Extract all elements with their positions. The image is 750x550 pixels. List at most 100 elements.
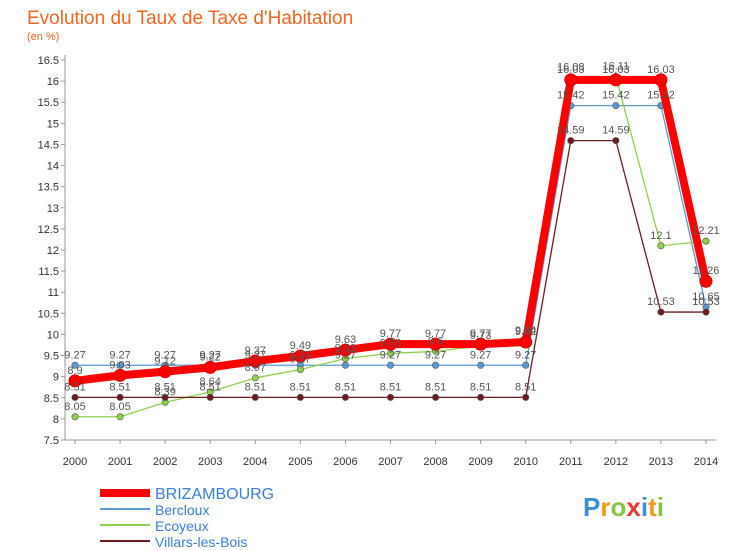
legend-label: BRIZAMBOURG bbox=[155, 486, 274, 503]
series-point-1 bbox=[612, 102, 620, 110]
data-label: 8.51 bbox=[290, 381, 311, 393]
data-label: 8.51 bbox=[109, 381, 130, 393]
brand-letter: i bbox=[641, 492, 648, 522]
data-label: 8.51 bbox=[64, 381, 85, 393]
data-label: 9.77 bbox=[380, 328, 401, 340]
series-point-3 bbox=[116, 393, 124, 401]
x-tick-label: 2003 bbox=[198, 456, 222, 468]
series-point-3 bbox=[477, 393, 485, 401]
series-point-0 bbox=[564, 73, 578, 87]
series-point-1 bbox=[341, 361, 349, 369]
data-label: 9.27 bbox=[515, 349, 536, 361]
y-tick-label: 8 bbox=[53, 414, 59, 426]
y-tick-label: 16.5 bbox=[38, 55, 59, 67]
series-line-1 bbox=[75, 104, 707, 366]
data-label: 15.42 bbox=[647, 90, 675, 102]
y-tick-label: 11 bbox=[48, 287, 59, 299]
data-label: 16.03 bbox=[647, 64, 675, 76]
y-tick-label: 8.5 bbox=[44, 393, 59, 405]
data-label: 9.77 bbox=[470, 328, 491, 340]
data-label: 9.27 bbox=[109, 349, 130, 361]
data-label: 9.43 bbox=[335, 343, 356, 355]
series-point-3 bbox=[341, 393, 349, 401]
x-tick-label: 2010 bbox=[513, 456, 537, 468]
data-label: 9.27 bbox=[380, 349, 401, 361]
data-label: 9.73 bbox=[470, 330, 491, 342]
data-label: 8.51 bbox=[380, 381, 401, 393]
series-point-2 bbox=[296, 365, 304, 373]
data-label: 8.39 bbox=[154, 386, 175, 398]
x-tick-label: 2004 bbox=[243, 456, 267, 468]
legend: BRIZAMBOURGBerclouxEcoyeuxVillars-les-Bo… bbox=[100, 486, 274, 550]
y-tick-label: 14.5 bbox=[38, 139, 59, 151]
series-point-2 bbox=[657, 242, 665, 250]
data-label: 9.6 bbox=[428, 335, 443, 347]
data-label: 15.42 bbox=[557, 90, 585, 102]
series-point-1 bbox=[71, 361, 79, 369]
series-point-0 bbox=[474, 337, 488, 351]
x-tick-label: 2002 bbox=[153, 456, 177, 468]
brand-letter: r bbox=[600, 492, 610, 522]
x-tick-label: 2008 bbox=[423, 456, 447, 468]
data-label: 12.21 bbox=[692, 225, 720, 237]
data-label: 12.1 bbox=[650, 230, 671, 242]
y-tick-label: 13.5 bbox=[38, 182, 59, 194]
series-point-3 bbox=[206, 393, 214, 401]
y-tick-label: 12 bbox=[47, 245, 59, 257]
x-tick-label: 2014 bbox=[694, 456, 718, 468]
series-point-0 bbox=[609, 73, 623, 87]
data-label: 10.53 bbox=[692, 296, 720, 308]
x-tick-label: 2011 bbox=[559, 456, 583, 468]
x-tick-label: 2001 bbox=[108, 456, 132, 468]
series-point-1 bbox=[386, 361, 394, 369]
series-point-1 bbox=[432, 361, 440, 369]
series-point-2 bbox=[116, 413, 124, 421]
series-point-3 bbox=[567, 137, 575, 145]
data-label: 9.49 bbox=[290, 340, 311, 352]
chart-subtitle: (en %) bbox=[27, 31, 59, 43]
series-point-3 bbox=[612, 137, 620, 145]
data-label: 9.27 bbox=[470, 349, 491, 361]
data-label: 8.51 bbox=[200, 381, 221, 393]
data-label: 9.55 bbox=[380, 337, 401, 349]
y-tick-label: 7.5 bbox=[44, 435, 59, 447]
data-label: 11.26 bbox=[693, 265, 720, 277]
data-label: 9.27 bbox=[425, 349, 446, 361]
series-point-0 bbox=[68, 374, 82, 388]
series-point-3 bbox=[522, 393, 530, 401]
x-tick-label: 2000 bbox=[63, 456, 87, 468]
data-label: 9.27 bbox=[64, 349, 85, 361]
brand-letter: x bbox=[626, 492, 641, 522]
data-label: 16.03 bbox=[602, 64, 630, 76]
series-point-0 bbox=[113, 368, 127, 382]
chart-title: Evolution du Taux de Taxe d'Habitation bbox=[27, 8, 353, 29]
data-label: 9.82 bbox=[515, 326, 536, 338]
proxiti-logo: Proxiti bbox=[583, 492, 664, 522]
x-tick-label: 2006 bbox=[333, 456, 357, 468]
data-label: 8.51 bbox=[154, 381, 175, 393]
data-label: 9.84 bbox=[515, 325, 536, 337]
data-label: 9.37 bbox=[245, 345, 266, 357]
x-tick-label: 2007 bbox=[378, 456, 402, 468]
y-tick-label: 15.5 bbox=[38, 97, 59, 109]
data-label: 8.51 bbox=[515, 381, 536, 393]
series-point-3 bbox=[657, 308, 665, 316]
data-label: 9.22 bbox=[200, 351, 221, 363]
series-point-3 bbox=[296, 393, 304, 401]
series-point-0 bbox=[519, 335, 533, 349]
series-point-3 bbox=[251, 393, 259, 401]
series-point-0 bbox=[384, 337, 397, 351]
series-point-0 bbox=[158, 365, 172, 379]
data-label: 9.27 bbox=[200, 349, 221, 361]
data-label: 9.27 bbox=[154, 349, 175, 361]
data-label: 16.11 bbox=[602, 60, 629, 72]
data-label: 8.05 bbox=[109, 401, 130, 413]
data-label: 8.9 bbox=[67, 365, 82, 377]
y-tick-label: 16 bbox=[47, 76, 59, 88]
data-labels: 9.27 9.27 9.27 9.27 9.27 9.27 9.27 9.27 9.27 9.27… bbox=[64, 60, 719, 412]
data-label: 15.42 bbox=[602, 90, 630, 102]
data-label: 9.03 bbox=[109, 359, 130, 371]
data-label: 8.51 bbox=[425, 381, 446, 393]
data-label: 9.17 bbox=[290, 353, 311, 365]
data-label: 9.77 bbox=[425, 328, 446, 340]
